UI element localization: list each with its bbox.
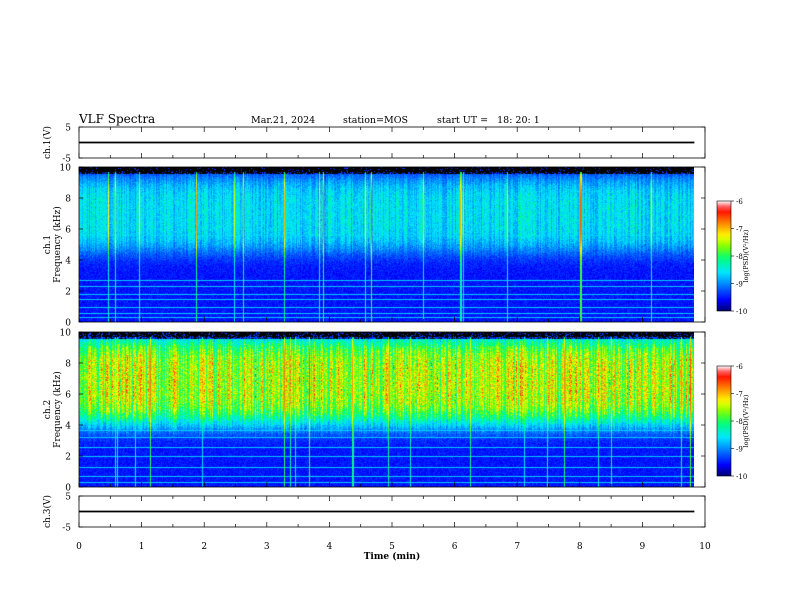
y-tick-label: 0 (65, 484, 71, 494)
colorbar-tick-label: -10 (736, 308, 747, 316)
x-tick-label: 0 (76, 542, 82, 552)
y-tick-label: 8 (65, 195, 71, 205)
y-tick-label: 8 (65, 360, 71, 370)
station-label: station=MOS (343, 115, 409, 126)
y-tick-label: 10 (60, 164, 72, 174)
y-tick-label: 5 (65, 493, 71, 503)
y-axis-label: Frequency (kHz) (52, 371, 63, 448)
ch2-spectrogram-colorbar (716, 365, 732, 477)
colorbar-label: log(PSD)(V²/Hz) (742, 394, 750, 447)
y-axis-label: ch.3(V) (42, 495, 53, 528)
y-tick-label: 6 (65, 226, 71, 236)
colorbar-tick-label: -10 (736, 473, 747, 481)
x-tick-label: 1 (139, 542, 145, 552)
ch1-spectrogram-panel: -6 -7 -8 -9 -10 log(PSD)(V²/Hz) 0 2 4 6 8 10 ch.1 Fre… (43, 164, 750, 329)
x-tick-label: 3 (264, 542, 270, 552)
y-axis-label: Frequency (kHz) (52, 206, 63, 283)
date-label: Mar.21, 2024 (251, 115, 316, 126)
ch2-spectrogram-image (79, 332, 694, 487)
x-tick-label: 7 (514, 542, 520, 552)
colorbar-tick-label: -8 (736, 253, 743, 261)
ch1-waveform-panel: 5 -5 ch.1(V) (42, 124, 706, 165)
x-tick-label: 9 (640, 542, 646, 552)
x-tick-label: 6 (452, 542, 458, 552)
ch2-spectrogram-panel: -6 -7 -8 -9 -10 log(PSD)(V²/Hz) 0 2 4 6 8 10 ch.2 Fre… (43, 329, 750, 494)
colorbar-tick-label: -6 (736, 363, 743, 371)
y-axis-label: ch.1 (43, 235, 53, 254)
ch3-waveform-panel: 5 -5 ch.3(V) (42, 493, 706, 534)
colorbar-tick-label: -8 (736, 418, 743, 426)
y-tick-label: 6 (65, 391, 71, 401)
x-tick-label: 4 (327, 542, 333, 552)
colorbar-label: log(PSD)(V²/Hz) (742, 229, 750, 282)
colorbar-tick-label: -9 (736, 281, 743, 289)
y-tick-label: 4 (65, 422, 71, 432)
x-tick-label: 5 (389, 542, 395, 552)
y-tick-label: 10 (60, 329, 72, 339)
y-tick-label: 4 (65, 257, 71, 267)
y-tick-label: 5 (65, 124, 71, 134)
y-tick-label: 0 (65, 319, 71, 329)
y-tick-label: -5 (62, 155, 71, 165)
start-time-label: start UT = 18: 20: 1 (437, 115, 540, 126)
x-tick-label: 2 (201, 542, 207, 552)
colorbar-tick-label: -6 (736, 198, 743, 206)
y-tick-label: 2 (65, 288, 71, 298)
colorbar-tick-label: -9 (736, 446, 743, 454)
y-axis-label: ch.1(V) (42, 126, 53, 159)
y-axis-label: ch.2 (43, 400, 53, 419)
ch1-spectrogram-image (79, 167, 694, 322)
x-tick-label: 10 (699, 542, 711, 552)
x-tick-label: 8 (577, 542, 583, 552)
y-tick-label: 2 (65, 453, 71, 463)
x-axis-label: Time (min) (364, 551, 421, 562)
ch1-spectrogram-colorbar (716, 200, 732, 312)
y-tick-label: -5 (62, 524, 71, 534)
colorbar-tick-label: -7 (736, 226, 743, 234)
colorbar-tick-label: -7 (736, 391, 743, 399)
chart-title: VLF Spectra (79, 112, 156, 126)
